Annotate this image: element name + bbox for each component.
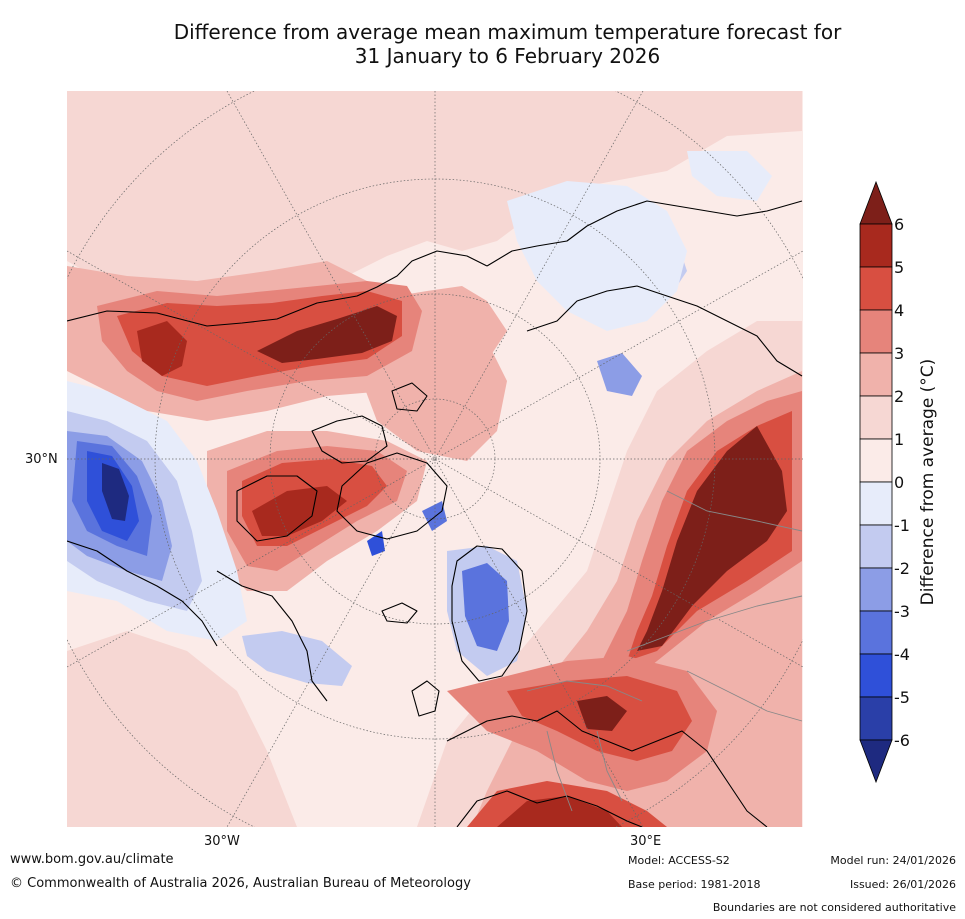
anomaly-region-npacific-cool-lt-5 <box>102 463 129 521</box>
colorbar-tick-label: -4 <box>894 645 910 664</box>
colorbar-band <box>859 352 893 397</box>
footer-model: Model: ACCESS-S2 <box>628 854 730 867</box>
colorbar-tick-label: 1 <box>894 430 904 449</box>
anomaly-region-siberia-gt5 <box>637 426 787 651</box>
country-borders <box>526 490 803 812</box>
coast-mediterranean <box>456 790 643 827</box>
temperature-anomaly-map <box>67 91 803 827</box>
coast-arctic-islands <box>311 382 428 464</box>
colorbar-extend-high <box>859 180 893 225</box>
colorbar-band <box>859 481 893 526</box>
footer-copyright: © Commonwealth of Australia 2026, Austra… <box>10 876 471 891</box>
anomaly-region-russia-cool-3 <box>597 353 642 396</box>
lon-label-30e: 30°E <box>630 834 662 849</box>
footer-issued: Issued: 26/01/2026 <box>849 878 956 891</box>
colorbar-tick-label: 6 <box>894 215 904 234</box>
coast-north-america-east <box>216 570 328 702</box>
chart-title: Difference from average mean maximum tem… <box>60 20 955 68</box>
anomaly-region-arctic-2to3 <box>362 331 507 461</box>
colorbar-tick-label: 0 <box>894 473 904 492</box>
title-line-1: Difference from average mean maximum tem… <box>173 20 842 44</box>
colorbar-tick-label: -1 <box>894 516 910 535</box>
anomaly-region-scandinavia-cool-2 <box>462 563 509 651</box>
footer-website[interactable]: www.bom.gov.au/climate <box>10 852 174 867</box>
colorbar-tick-label: 5 <box>894 258 904 277</box>
anomaly-region-atlantic-cool <box>242 631 352 686</box>
colorbar-extend-low <box>859 739 893 784</box>
coastlines <box>67 200 803 827</box>
colorbar-band <box>859 266 893 311</box>
anomaly-region-alaska-gt5b <box>137 321 187 376</box>
coast-iceland <box>381 602 418 624</box>
footer-base-period: Base period: 1981-2018 <box>628 878 761 891</box>
footer-disclaimer: Boundaries are not considered authoritat… <box>712 901 956 914</box>
title-line-2: 31 January to 6 February 2026 <box>354 44 661 68</box>
coast-europe <box>446 710 768 827</box>
anomaly-region-npacific-1to2 <box>67 91 802 306</box>
colorbar-band <box>859 223 893 268</box>
coast-alaska-canada <box>67 250 488 327</box>
lat-label-30n: 30°N <box>25 452 58 467</box>
coast-siberia <box>526 285 803 377</box>
colorbar-tick-label: 4 <box>894 301 904 320</box>
colorbar-band <box>859 567 893 612</box>
coast-scandinavia <box>451 545 528 682</box>
coast-eurasia-north <box>486 200 803 267</box>
anomaly-region-topright-cool <box>687 151 772 201</box>
lon-label-30w: 30°W <box>204 834 240 849</box>
coast-british-isles <box>411 680 440 717</box>
footer-model-run: Model run: 24/01/2026 <box>830 854 956 867</box>
anomaly-region-europe-gt5 <box>577 696 627 731</box>
colorbar-tick-label: -5 <box>894 688 910 707</box>
colorbar-band <box>859 524 893 569</box>
coast-hudson-bay <box>236 475 318 542</box>
colorbar-band <box>859 696 893 741</box>
colorbar-tick-label: -3 <box>894 602 910 621</box>
anomaly-region-alaska-4to5 <box>117 291 402 386</box>
coast-greenland <box>336 452 448 540</box>
colorbar-band <box>859 653 893 698</box>
colorbar-band <box>859 610 893 655</box>
colorbar-tick-label: -2 <box>894 559 910 578</box>
graticule <box>67 91 803 827</box>
colorbar-band <box>859 309 893 354</box>
anomaly-region-lowerleft-1to2 <box>67 631 297 827</box>
anomaly-region-canada-gt5 <box>252 486 347 536</box>
colorbar-tick-label: 3 <box>894 344 904 363</box>
colorbar: 6 5 4 3 2 1 0 -1 -2 -3 -4 -5 -6 <box>859 180 910 784</box>
anomaly-region-arctic-cool <box>507 181 687 331</box>
colorbar-title: Difference from average (°C) <box>918 358 938 606</box>
colorbar-tick-label: -6 <box>894 731 910 750</box>
anomaly-region-greenland-cool <box>422 501 447 531</box>
colorbar-tick-label: 2 <box>894 387 904 406</box>
colorbar-band <box>859 438 893 483</box>
anomaly-region-africa-gt5 <box>497 796 622 827</box>
colorbar-band <box>859 395 893 440</box>
coast-north-america-west <box>67 540 218 647</box>
